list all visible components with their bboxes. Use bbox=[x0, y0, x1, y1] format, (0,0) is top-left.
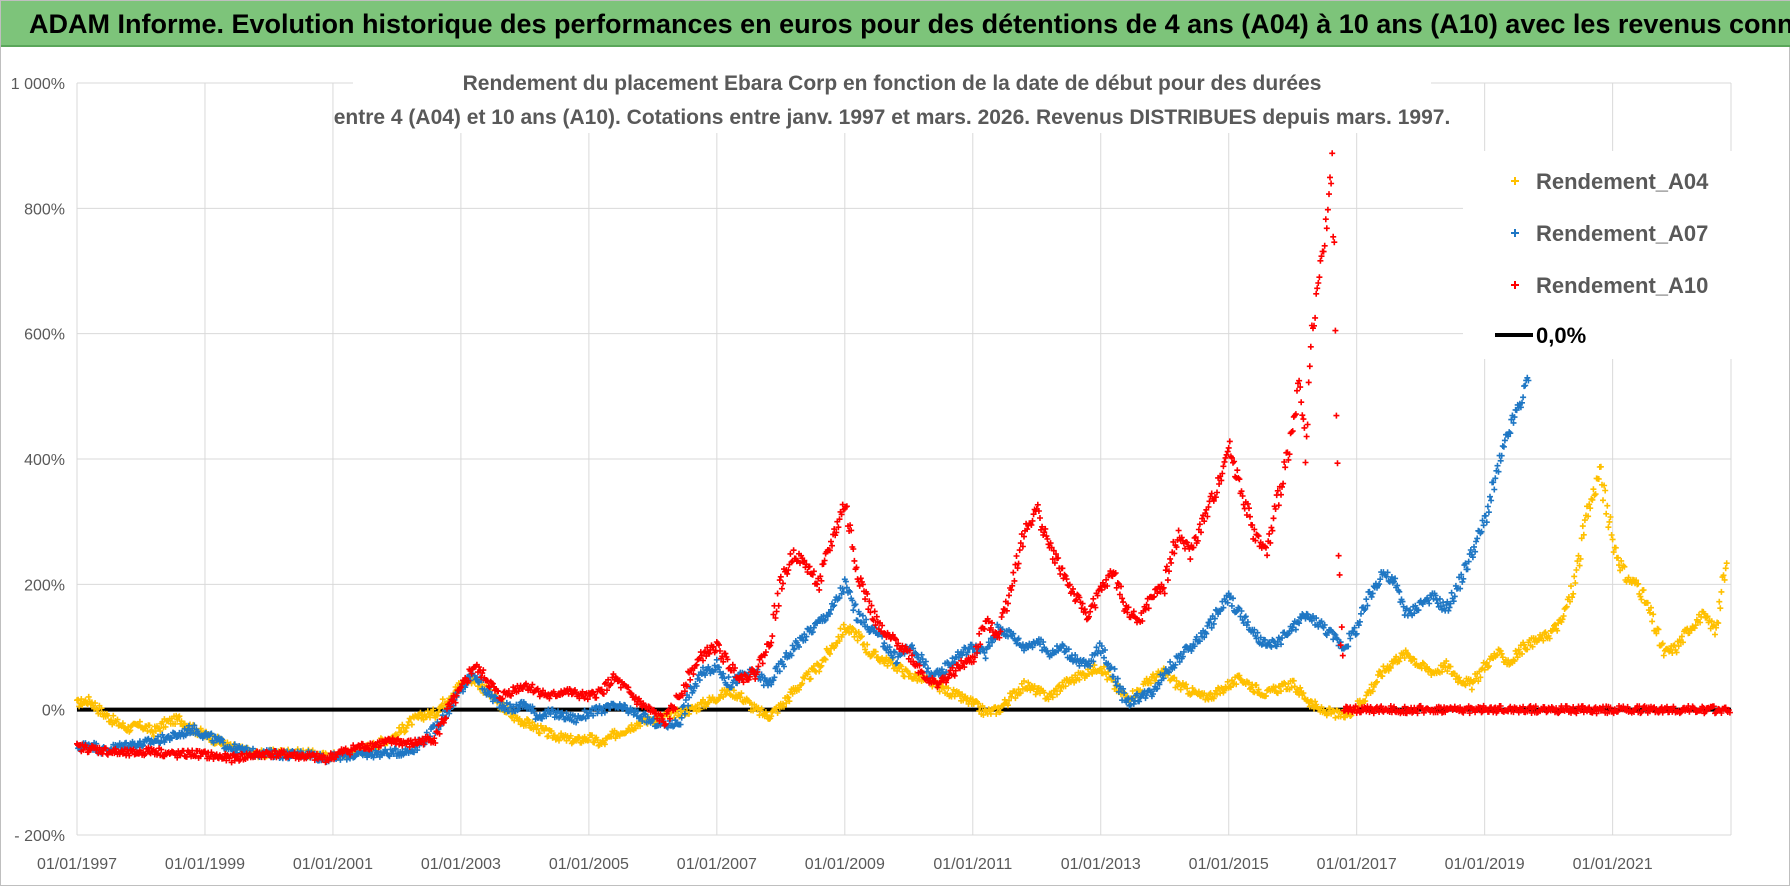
x-tick-label: 01/01/2005 bbox=[549, 856, 629, 873]
legend-item-Rendement_A10: Rendement_A10 bbox=[1511, 273, 1708, 298]
x-tick-label: 01/01/2017 bbox=[1317, 856, 1397, 873]
y-tick-label: 1 000% bbox=[11, 76, 65, 93]
legend-item-Rendement_A04: Rendement_A04 bbox=[1511, 169, 1709, 194]
y-tick-label: 800% bbox=[24, 201, 65, 218]
legend-zero-label: 0,0% bbox=[1536, 323, 1586, 348]
legend-item-Rendement_A07: Rendement_A07 bbox=[1511, 221, 1708, 246]
y-tick-label: 400% bbox=[24, 452, 65, 469]
x-tick-label: 01/01/2015 bbox=[1189, 856, 1269, 873]
chart-title-line-1: Rendement du placement Ebara Corp en fon… bbox=[463, 72, 1322, 95]
legend: Rendement_A04 Rendement_A07 Rendement_A10 0… bbox=[1463, 151, 1733, 359]
x-tick-label: 01/01/1999 bbox=[165, 856, 245, 873]
x-tick-label: 01/01/2001 bbox=[293, 856, 373, 873]
chart-title-line-2: entre 4 (A04) et 10 ans (A10). Cotations… bbox=[334, 106, 1451, 129]
legend-label: Rendement_A10 bbox=[1536, 273, 1708, 298]
y-tick-label: 0% bbox=[42, 703, 65, 720]
x-tick-label: 01/01/2009 bbox=[805, 856, 885, 873]
x-tick-label: 01/01/2013 bbox=[1061, 856, 1141, 873]
x-tick-label: 01/01/2003 bbox=[421, 856, 501, 873]
y-tick-label: 200% bbox=[24, 577, 65, 594]
x-tick-label: 01/01/2019 bbox=[1445, 856, 1525, 873]
y-axis: - 200% 0% 200% 400% 600% 800% 1 000% bbox=[11, 76, 65, 845]
y-tick-label: - 200% bbox=[14, 828, 65, 845]
x-tick-label: 01/01/2011 bbox=[933, 856, 1012, 873]
legend-label: Rendement_A07 bbox=[1536, 221, 1708, 246]
x-tick-label: 01/01/2007 bbox=[677, 856, 757, 873]
legend-label: Rendement_A04 bbox=[1536, 169, 1709, 194]
x-tick-label: 01/01/1997 bbox=[37, 856, 117, 873]
x-tick-label: 01/01/2021 bbox=[1573, 856, 1653, 873]
x-axis: 01/01/1997 01/01/1999 01/01/2001 01/01/2003… bbox=[37, 856, 1653, 873]
y-tick-label: 600% bbox=[24, 327, 65, 344]
